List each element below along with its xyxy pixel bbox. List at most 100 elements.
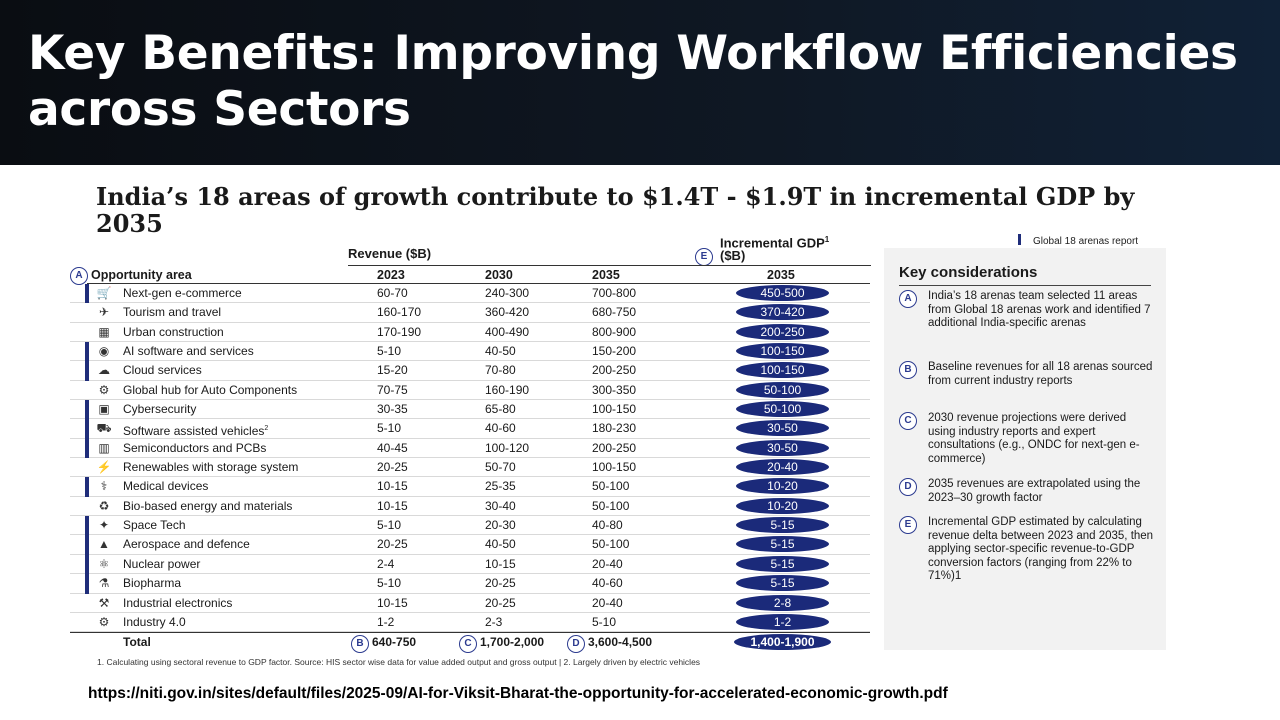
revenue-2023: 5-10 <box>377 421 402 436</box>
opportunity-area-name: Nuclear power <box>123 557 200 572</box>
badge-e: E <box>695 248 713 266</box>
legend-label: Global 18 arenas report <box>1033 236 1139 247</box>
area-label: Tourism and travel <box>123 305 222 320</box>
key-consideration-item: A India’s 18 arenas team selected 11 area… <box>899 290 1154 331</box>
revenue-2023: 15-20 <box>377 363 408 378</box>
area-label: Next-gen e-commerce <box>123 286 242 300</box>
total-value: 640-750 <box>372 635 417 650</box>
revenue-2035: 300-350 <box>592 382 637 397</box>
key-consideration-text: 2030 revenue projections were derived us… <box>928 412 1140 465</box>
revenue-2023: 10-15 <box>377 498 408 513</box>
incremental-gdp-pill: 50-100 <box>736 401 829 418</box>
table-row: ⚗ Biopharma 5-10 20-25 40-60 5-15 <box>70 574 870 594</box>
revenue-2035: 50-100 <box>592 498 630 513</box>
revenue-2030: 100-120 <box>485 440 530 455</box>
revenue-2035: 200-250 <box>592 363 637 378</box>
incremental-header-rule <box>696 265 871 266</box>
total-label: Total <box>123 635 151 650</box>
rocket-icon: ▲ <box>98 537 110 552</box>
incremental-gdp-pill: 10-20 <box>736 478 829 495</box>
key-considerations-title: Key considerations <box>899 264 1038 281</box>
incremental-gdp-pill: 100-150 <box>736 362 829 379</box>
revenue-2030: 160-190 <box>485 382 530 397</box>
chat-ai-icon: ◉ <box>98 344 110 359</box>
table-row: 🛒 Next-gen e-commerce 60-70 240-300 700-800 4… <box>70 284 870 304</box>
incremental-gdp-pill: 30-50 <box>736 420 829 437</box>
revenue-2023: 160-170 <box>377 305 422 320</box>
incremental-gdp-pill: 370-420 <box>736 304 829 321</box>
area-label: Semiconductors and PCBs <box>123 440 267 455</box>
key-consideration-item: E Incremental GDP estimated by calculatin… <box>899 516 1154 584</box>
incremental-gdp-pill: 1-2 <box>736 613 829 630</box>
table-row: ⚡ Renewables with storage system 20-25 50-7… <box>70 458 870 478</box>
revenue-2023: 5-10 <box>377 518 402 533</box>
incremental-gdp-pill: 450-500 <box>736 285 829 301</box>
opportunity-area-name: Renewables with storage system <box>123 460 298 475</box>
badge-b: B <box>351 635 369 654</box>
revenue-2023: 30-35 <box>377 402 408 417</box>
flask-icon: ⚗ <box>98 576 110 591</box>
area-label: Renewables with storage system <box>123 460 299 475</box>
cloud-icon: ☁ <box>98 363 110 378</box>
incremental-header-footnote: 1 <box>824 235 830 244</box>
revenue-2035: 40-80 <box>592 518 623 533</box>
total-revenue-2035: D 3,600-4,500 <box>567 635 653 654</box>
incremental-gdp-pill: 2-8 <box>736 594 829 611</box>
source-url[interactable]: https://niti.gov.in/sites/default/files/… <box>88 685 948 702</box>
opportunity-area-name: Industrial electronics <box>123 596 232 611</box>
building-icon: ▦ <box>98 324 110 339</box>
total-value: 3,600-4,500 <box>588 635 653 650</box>
revenue-2023: 170-190 <box>377 324 422 339</box>
area-label: Urban construction <box>123 324 224 339</box>
revenue-2030: 400-490 <box>485 324 530 339</box>
area-label: Software assisted vehicles <box>123 424 265 439</box>
revenue-2023: 20-25 <box>377 537 408 552</box>
revenue-2035: 50-100 <box>592 537 630 552</box>
opportunity-area-name: Medical devices <box>123 479 208 494</box>
badge-e: E <box>899 516 917 534</box>
global-arena-marker <box>85 361 89 381</box>
table-row: ⚕ Medical devices 10-15 25-35 50-100 10-20 <box>70 477 870 497</box>
area-label: Bio-based energy and materials <box>123 498 293 513</box>
total-revenue-2030: C 1,700-2,000 <box>459 635 544 654</box>
badge-d: D <box>567 635 585 654</box>
total-row: Total B 640-750 C 1,700-2,000 D 3,600-4,500 1,4… <box>70 632 870 654</box>
incremental-gdp-pill: 20-40 <box>736 459 829 476</box>
battery-icon: ⚡ <box>96 460 112 475</box>
area-label: Industry 4.0 <box>123 614 186 629</box>
table-row: ▲ Aerospace and defence 20-25 40-50 50-100 5-… <box>70 535 870 555</box>
revenue-2035: 200-250 <box>592 440 637 455</box>
table-row: ▣ Cybersecurity 30-35 65-80 100-150 50-100 <box>70 400 870 420</box>
badge-c: C <box>899 412 917 430</box>
global-arena-marker <box>85 535 89 555</box>
microscope-icon: ⚕ <box>100 479 108 494</box>
incremental-gdp-pill: 200-250 <box>736 323 829 340</box>
revenue-header: Revenue ($B) <box>348 246 432 261</box>
revenue-2035: 680-750 <box>592 305 637 320</box>
incremental-gdp-pill: 50-100 <box>736 381 829 398</box>
opportunity-area-name: Industry 4.0 <box>123 615 186 630</box>
car-icon: ⛟ <box>96 421 112 436</box>
revenue-2023: 2-4 <box>377 556 395 571</box>
revenue-2035: 40-60 <box>592 576 623 591</box>
incremental-header-unit: ($B) <box>720 248 746 263</box>
opportunity-area-name: Semiconductors and PCBs <box>123 441 266 456</box>
opportunity-area-name: Tourism and travel <box>123 305 221 320</box>
key-consideration-text: Baseline revenues for all 18 arenas sour… <box>928 361 1153 387</box>
revenue-2023: 10-15 <box>377 595 408 610</box>
opportunity-area-name: Aerospace and defence <box>123 537 250 552</box>
revenue-2035: 150-200 <box>592 344 637 359</box>
opportunity-area-name: Cybersecurity <box>123 402 196 417</box>
revenue-2035: 100-150 <box>592 460 637 475</box>
revenue-2035: 800-900 <box>592 324 637 339</box>
revenue-2023: 1-2 <box>377 614 395 629</box>
table-row: ◉ AI software and services 5-10 40-50 150-20… <box>70 342 870 362</box>
key-consideration-text: 2035 revenues are extrapolated using the… <box>928 478 1141 504</box>
area-label: Global hub for Auto Components <box>123 382 298 397</box>
table-row: ▥ Semiconductors and PCBs 40-45 100-120 200-… <box>70 438 870 459</box>
legend-marker <box>1018 234 1021 245</box>
key-consideration-text: Incremental GDP estimated by calculating… <box>928 516 1154 583</box>
revenue-2030: 40-60 <box>485 421 516 436</box>
global-arena-marker <box>85 284 89 304</box>
footnotes: 1. Calculating using sectoral revenue to… <box>97 657 701 667</box>
